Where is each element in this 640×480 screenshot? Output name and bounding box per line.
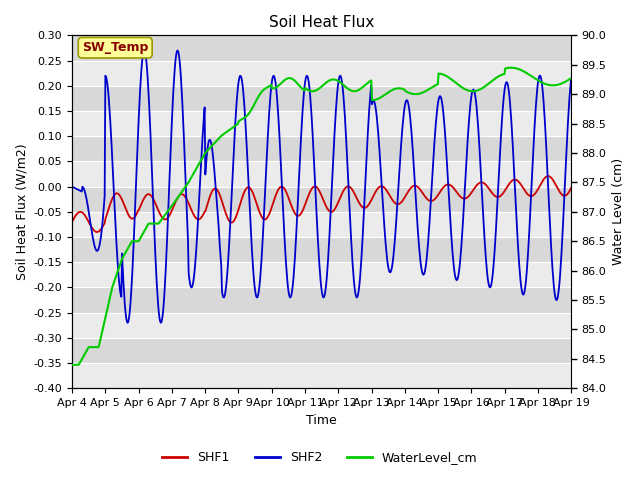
Bar — [72, 161, 571, 187]
Bar — [72, 237, 571, 262]
Bar — [72, 36, 571, 60]
Bar — [72, 262, 571, 288]
Bar — [72, 60, 571, 86]
Y-axis label: Water Level (cm): Water Level (cm) — [612, 158, 625, 265]
Bar — [72, 363, 571, 388]
X-axis label: Time: Time — [306, 414, 337, 427]
Bar — [72, 212, 571, 237]
Bar — [72, 111, 571, 136]
Bar — [72, 86, 571, 111]
Text: SW_Temp: SW_Temp — [82, 41, 148, 54]
Bar — [72, 136, 571, 161]
Title: Soil Heat Flux: Soil Heat Flux — [269, 15, 374, 30]
Bar — [72, 338, 571, 363]
Y-axis label: Soil Heat Flux (W/m2): Soil Heat Flux (W/m2) — [15, 144, 28, 280]
Legend: SHF1, SHF2, WaterLevel_cm: SHF1, SHF2, WaterLevel_cm — [157, 446, 483, 469]
Bar — [72, 288, 571, 312]
Bar — [72, 312, 571, 338]
Bar — [72, 187, 571, 212]
